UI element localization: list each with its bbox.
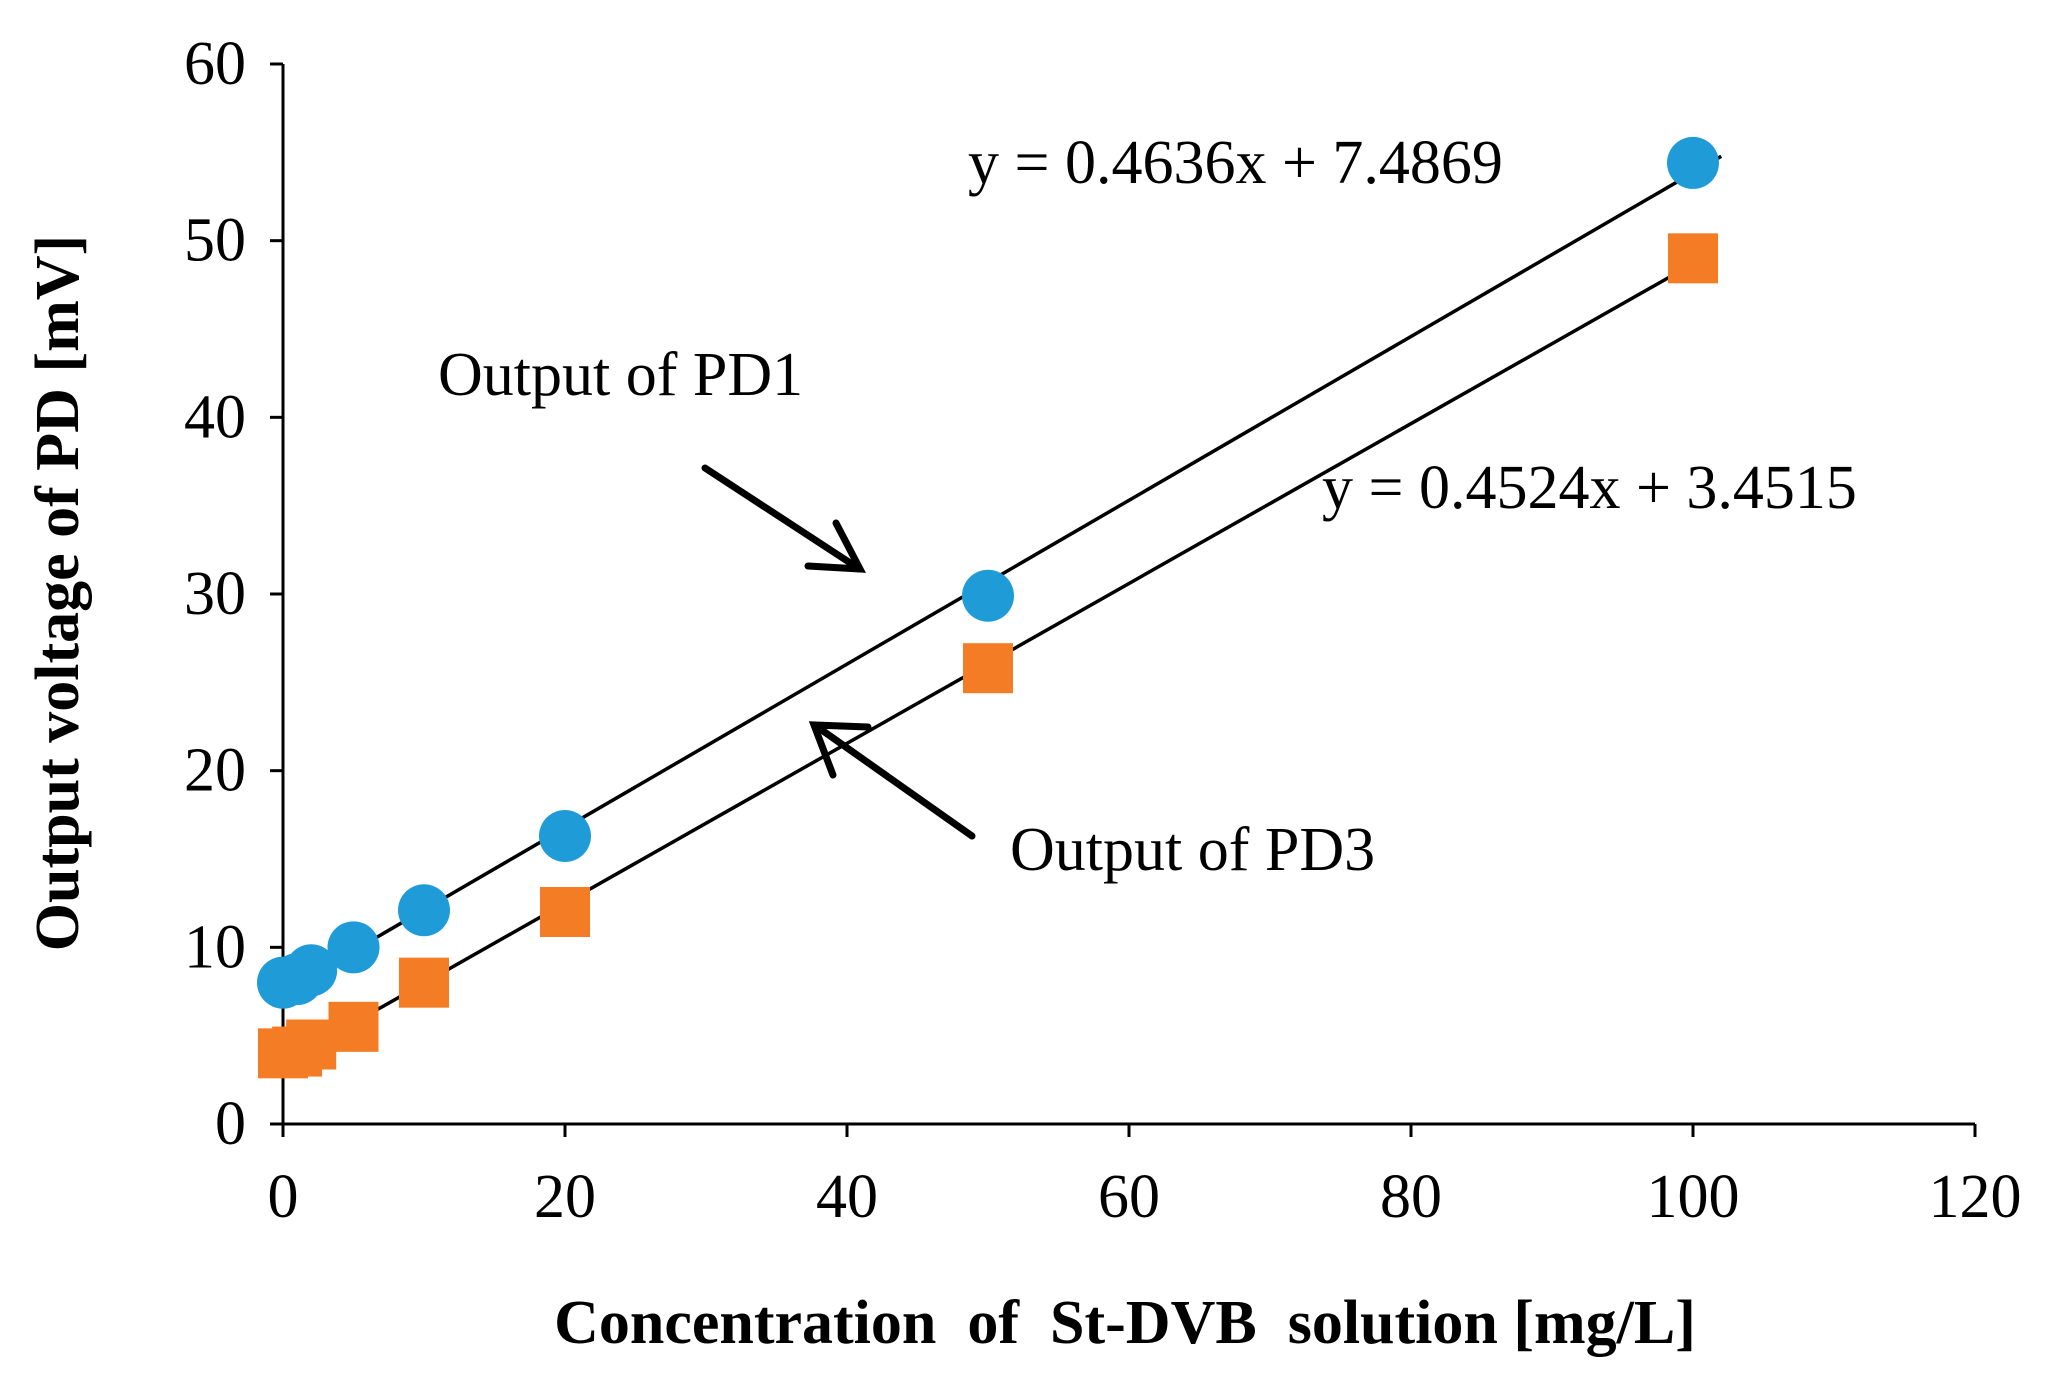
y-tick-label: 60 (184, 30, 246, 98)
pd3-annotation-arrow (808, 721, 976, 840)
x-tick-label: 0 (268, 1163, 299, 1231)
data-points (257, 136, 1719, 1079)
axes: 0 20 40 60 80 100 120 0 10 20 30 40 50 60 (184, 30, 2022, 1231)
y-tick-label: 0 (215, 1090, 246, 1158)
pd3-data-point (286, 1019, 337, 1070)
x-tick-label: 60 (1098, 1163, 1160, 1231)
pd1-data-point (285, 944, 338, 997)
x-tick-label: 20 (534, 1163, 596, 1231)
pd3-data-point (540, 887, 590, 937)
pd1-trendline-equation: y = 0.4636x + 7.4869 (968, 129, 1503, 197)
pd3-data-point (328, 1001, 379, 1052)
pd1-data-point (398, 884, 450, 937)
x-tick-label: 40 (816, 1163, 878, 1231)
pd3-data-point (963, 643, 1013, 694)
x-tick-label: 80 (1380, 1163, 1442, 1231)
y-tick-label: 10 (184, 913, 246, 981)
y-tick-label: 50 (184, 207, 246, 275)
x-tick-label: 100 (1647, 1163, 1740, 1231)
pd3-trendline-equation: y = 0.4524x + 3.4515 (1322, 454, 1857, 522)
pd1-data-point (539, 810, 591, 863)
pd1-data-point (962, 569, 1014, 622)
x-axis-title: Concentration of St-DVB solution [mg/L] (554, 1289, 1696, 1357)
pd1-data-point (327, 921, 380, 974)
pd3-data-point (1668, 233, 1718, 284)
pd1-data-point (1667, 136, 1719, 189)
pd1-annotation-arrow (701, 464, 866, 573)
y-tick-label: 30 (184, 560, 246, 628)
pd3-data-point (399, 957, 449, 1008)
y-tick-label: 20 (184, 737, 246, 805)
y-axis-title: Output voltage of PD [mV] (24, 235, 92, 951)
pd1-annotation-label: Output of PD1 (438, 341, 803, 409)
pd3-annotation-label: Output of PD3 (1010, 816, 1375, 884)
x-tick-label: 120 (1929, 1163, 2022, 1231)
y-tick-label: 40 (184, 383, 246, 451)
